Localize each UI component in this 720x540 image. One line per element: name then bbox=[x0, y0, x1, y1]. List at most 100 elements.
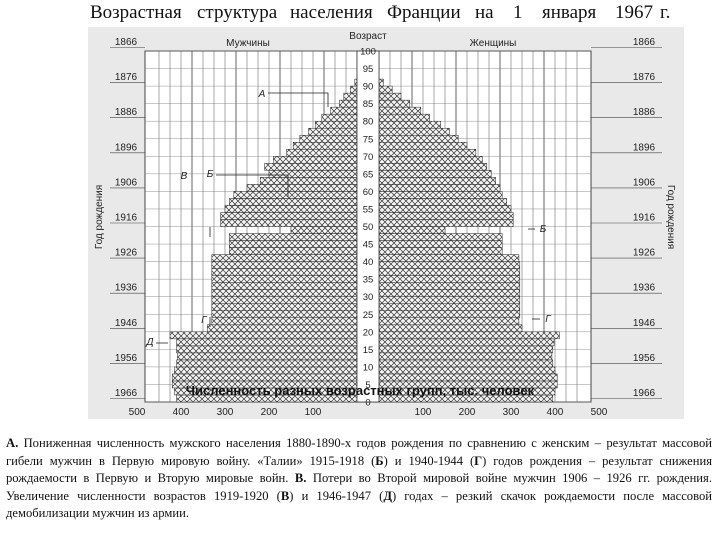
female-bar bbox=[378, 127, 450, 136]
note-letter-d: Д bbox=[383, 488, 392, 503]
age-axis-column bbox=[356, 50, 380, 403]
male-bar bbox=[176, 359, 358, 368]
title-word: на bbox=[475, 2, 494, 23]
female-bar bbox=[378, 310, 521, 319]
note-letter-b: Б bbox=[375, 453, 384, 468]
population-pyramid-chart: 1009590858075706560555045403530252015105… bbox=[94, 31, 676, 418]
age-tick-label: 0 bbox=[365, 398, 370, 409]
title-word: 1967 bbox=[615, 2, 653, 23]
female-bar bbox=[378, 233, 503, 241]
male-bar bbox=[350, 85, 358, 94]
female-bar bbox=[378, 268, 521, 276]
age-axis-title: Возраст bbox=[349, 31, 387, 42]
male-bar bbox=[299, 134, 358, 143]
age-tick-label: 10 bbox=[363, 362, 374, 373]
birth-year-label-right: 1946 bbox=[633, 318, 656, 329]
annotation-letter: В bbox=[181, 171, 188, 182]
annotation-letter: А bbox=[258, 89, 266, 100]
birth-year-label-right: 1876 bbox=[633, 72, 656, 83]
female-bar bbox=[378, 247, 503, 255]
male-bar bbox=[169, 331, 358, 340]
x-tick-label-male: 100 bbox=[305, 407, 322, 418]
x-tick-label-female: 400 bbox=[547, 407, 564, 418]
female-label: Женщины bbox=[470, 38, 517, 49]
annotation-leader bbox=[216, 174, 289, 197]
male-bar bbox=[292, 142, 358, 150]
female-bar bbox=[378, 99, 411, 108]
female-bar bbox=[378, 240, 503, 248]
male-bar bbox=[229, 198, 358, 206]
female-bar bbox=[378, 198, 507, 206]
female-bar bbox=[378, 205, 512, 213]
annotation-letter: Б bbox=[207, 169, 214, 180]
age-tick-label: 5 bbox=[365, 380, 370, 391]
x-tick-label-female: 100 bbox=[415, 407, 432, 418]
title-word: Франции bbox=[387, 2, 461, 23]
male-bar bbox=[343, 92, 358, 101]
annotation-letter: Г bbox=[545, 314, 552, 325]
female-bar bbox=[378, 212, 514, 220]
male-bar bbox=[211, 261, 358, 269]
female-bar bbox=[378, 142, 468, 150]
birth-year-label-right: 1886 bbox=[633, 107, 656, 118]
female-bar bbox=[378, 78, 384, 87]
age-tick-label: 85 bbox=[363, 99, 374, 110]
male-bar bbox=[308, 127, 358, 136]
female-bar bbox=[378, 170, 492, 178]
female-bar bbox=[378, 296, 521, 304]
female-bar bbox=[378, 106, 422, 115]
female-bar bbox=[378, 345, 554, 354]
x-tick-label-male: 200 bbox=[261, 407, 278, 418]
annotation-letter: Г bbox=[201, 315, 208, 326]
explanatory-notes: А. Пониженная численность мужского насел… bbox=[6, 435, 712, 523]
x-tick-label-male: 400 bbox=[173, 407, 190, 418]
age-tick-label: 40 bbox=[363, 257, 374, 268]
annotation-letter: Д bbox=[145, 337, 153, 348]
female-bar bbox=[378, 317, 520, 326]
female-bar bbox=[378, 331, 560, 340]
birth-year-label-right: 1906 bbox=[633, 177, 656, 188]
birth-year-label-left: 1916 bbox=[115, 212, 138, 223]
birth-year-label-right: 1896 bbox=[633, 142, 656, 153]
male-bar bbox=[211, 310, 358, 319]
title-word: г. bbox=[660, 2, 671, 23]
birth-year-label-left: 1896 bbox=[115, 142, 138, 153]
female-bar bbox=[378, 373, 558, 382]
male-bar bbox=[229, 247, 358, 255]
note-v-label: В. bbox=[294, 471, 307, 486]
male-bar bbox=[211, 303, 358, 311]
female-bar bbox=[378, 275, 521, 283]
annotation-letter: Б bbox=[540, 224, 547, 235]
age-tick-label: 15 bbox=[363, 345, 374, 356]
right-axis-label: Год рождения bbox=[665, 185, 676, 249]
female-bar bbox=[378, 156, 483, 164]
x-tick-label-male: 300 bbox=[217, 407, 234, 418]
birth-year-label-right: 1866 bbox=[633, 37, 656, 48]
birth-year-label-left: 1886 bbox=[115, 107, 138, 118]
age-tick-label: 50 bbox=[363, 222, 374, 233]
male-bar bbox=[321, 113, 358, 122]
age-tick-label: 90 bbox=[363, 82, 374, 93]
birth-year-label-left: 1956 bbox=[115, 353, 138, 364]
birth-year-label-right: 1926 bbox=[633, 248, 656, 259]
female-bar bbox=[378, 113, 430, 122]
female-bar bbox=[378, 149, 477, 157]
male-bar bbox=[290, 226, 358, 234]
age-tick-label: 20 bbox=[363, 327, 374, 338]
male-bar bbox=[211, 289, 358, 297]
age-tick-label: 65 bbox=[363, 169, 374, 180]
male-bar bbox=[211, 317, 358, 326]
female-bar bbox=[378, 184, 501, 192]
male-bar bbox=[229, 240, 358, 248]
male-bar bbox=[286, 149, 358, 157]
age-tick-label: 25 bbox=[363, 310, 374, 321]
age-tick-label: 60 bbox=[363, 187, 374, 198]
male-bar bbox=[264, 163, 358, 171]
note-text-4: Потери во Второй мировой войне мужчин 19… bbox=[6, 471, 712, 503]
male-label: Мужчины bbox=[226, 38, 270, 49]
male-bar bbox=[339, 99, 358, 108]
age-tick-label: 30 bbox=[363, 292, 374, 303]
male-bar bbox=[233, 191, 358, 199]
female-bar bbox=[378, 324, 523, 333]
male-bar bbox=[176, 345, 358, 354]
